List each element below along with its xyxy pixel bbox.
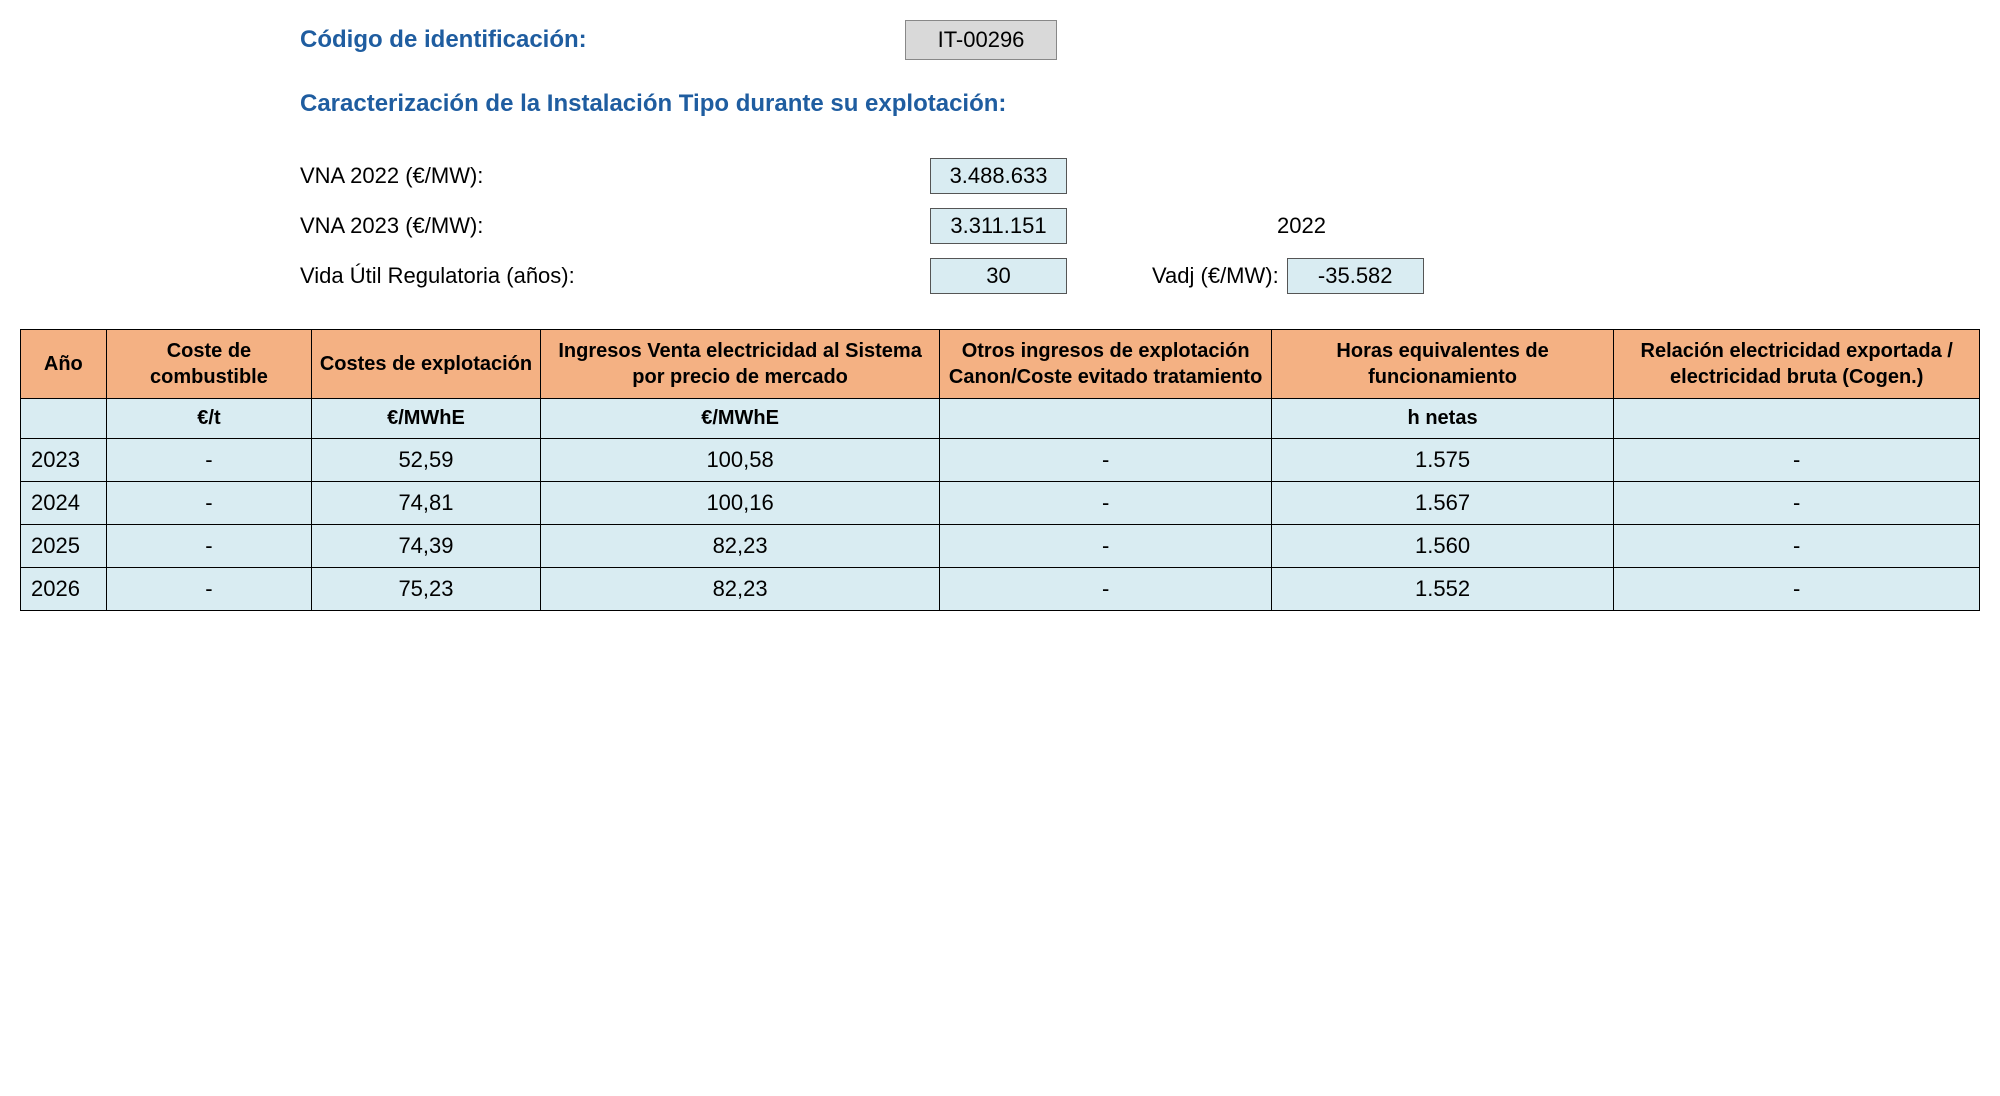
cell: 74,39 (312, 525, 540, 568)
cell: 82,23 (540, 525, 940, 568)
data-table: Año Coste de combustible Costes de explo… (20, 329, 1980, 611)
cell: 1.552 (1271, 568, 1614, 611)
cell: 2025 (21, 525, 107, 568)
vna-2023-value: 3.311.151 (930, 208, 1067, 244)
unit-otros (940, 399, 1271, 439)
cell: - (1614, 525, 1980, 568)
unit-rel (1614, 399, 1980, 439)
col-header-otros: Otros ingresos de explotación Canon/Cost… (940, 330, 1271, 399)
cell: 2024 (21, 482, 107, 525)
cell: 100,16 (540, 482, 940, 525)
unit-ano (21, 399, 107, 439)
cell: - (1614, 439, 1980, 482)
col-header-ing: Ingresos Venta electricidad al Sistema p… (540, 330, 940, 399)
unit-ing: €/MWhE (540, 399, 940, 439)
identification-row: Código de identificación: IT-00296 (300, 20, 1980, 60)
cell: - (106, 568, 312, 611)
page: Código de identificación: IT-00296 Carac… (20, 20, 1980, 611)
table-row: 2024 - 74,81 100,16 - 1.567 - (21, 482, 1980, 525)
cell: - (1614, 482, 1980, 525)
vida-util-label: Vida Útil Regulatoria (años): (300, 263, 930, 289)
cell: 2023 (21, 439, 107, 482)
cell: - (940, 439, 1271, 482)
vida-util-row: Vida Útil Regulatoria (años): 30 Vadj (€… (300, 258, 1980, 294)
header-section: Código de identificación: IT-00296 Carac… (300, 20, 1980, 294)
unit-expl: €/MWhE (312, 399, 540, 439)
id-label: Código de identificación: (300, 26, 880, 54)
table-row: 2026 - 75,23 82,23 - 1.552 - (21, 568, 1980, 611)
col-header-comb: Coste de combustible (106, 330, 312, 399)
cell: - (940, 525, 1271, 568)
vida-util-value: 30 (930, 258, 1067, 294)
cell: 75,23 (312, 568, 540, 611)
col-header-ano: Año (21, 330, 107, 399)
cell: - (106, 525, 312, 568)
cell: 100,58 (540, 439, 940, 482)
cell: - (940, 482, 1271, 525)
vadj-value: -35.582 (1287, 258, 1424, 294)
col-header-rel: Relación electricidad exportada / electr… (1614, 330, 1980, 399)
table-units-row: €/t €/MWhE €/MWhE h netas (21, 399, 1980, 439)
cell: 74,81 (312, 482, 540, 525)
cell: 1.575 (1271, 439, 1614, 482)
cell: - (940, 568, 1271, 611)
table-header-row: Año Coste de combustible Costes de explo… (21, 330, 1980, 399)
cell: 82,23 (540, 568, 940, 611)
vadj-label: Vadj (€/MW): (1152, 263, 1279, 289)
id-value-box: IT-00296 (905, 20, 1057, 60)
cell: 1.560 (1271, 525, 1614, 568)
table-row: 2023 - 52,59 100,58 - 1.575 - (21, 439, 1980, 482)
unit-horas: h netas (1271, 399, 1614, 439)
cell: 52,59 (312, 439, 540, 482)
vna-2022-label: VNA 2022 (€/MW): (300, 163, 930, 189)
subheading: Caracterización de la Instalación Tipo d… (300, 90, 1980, 118)
cell: - (106, 439, 312, 482)
cell: 1.567 (1271, 482, 1614, 525)
col-header-horas: Horas equivalentes de funcionamiento (1271, 330, 1614, 399)
unit-comb: €/t (106, 399, 312, 439)
cell: - (1614, 568, 1980, 611)
cell: 2026 (21, 568, 107, 611)
table-row: 2025 - 74,39 82,23 - 1.560 - (21, 525, 1980, 568)
cell: - (106, 482, 312, 525)
vna-2022-row: VNA 2022 (€/MW): 3.488.633 (300, 158, 1980, 194)
col-header-expl: Costes de explotación (312, 330, 540, 399)
vna-extra-year: 2022 (1277, 213, 1326, 239)
vna-2022-value: 3.488.633 (930, 158, 1067, 194)
vna-2023-row: VNA 2023 (€/MW): 3.311.151 2022 (300, 208, 1980, 244)
vna-2023-label: VNA 2023 (€/MW): (300, 213, 930, 239)
